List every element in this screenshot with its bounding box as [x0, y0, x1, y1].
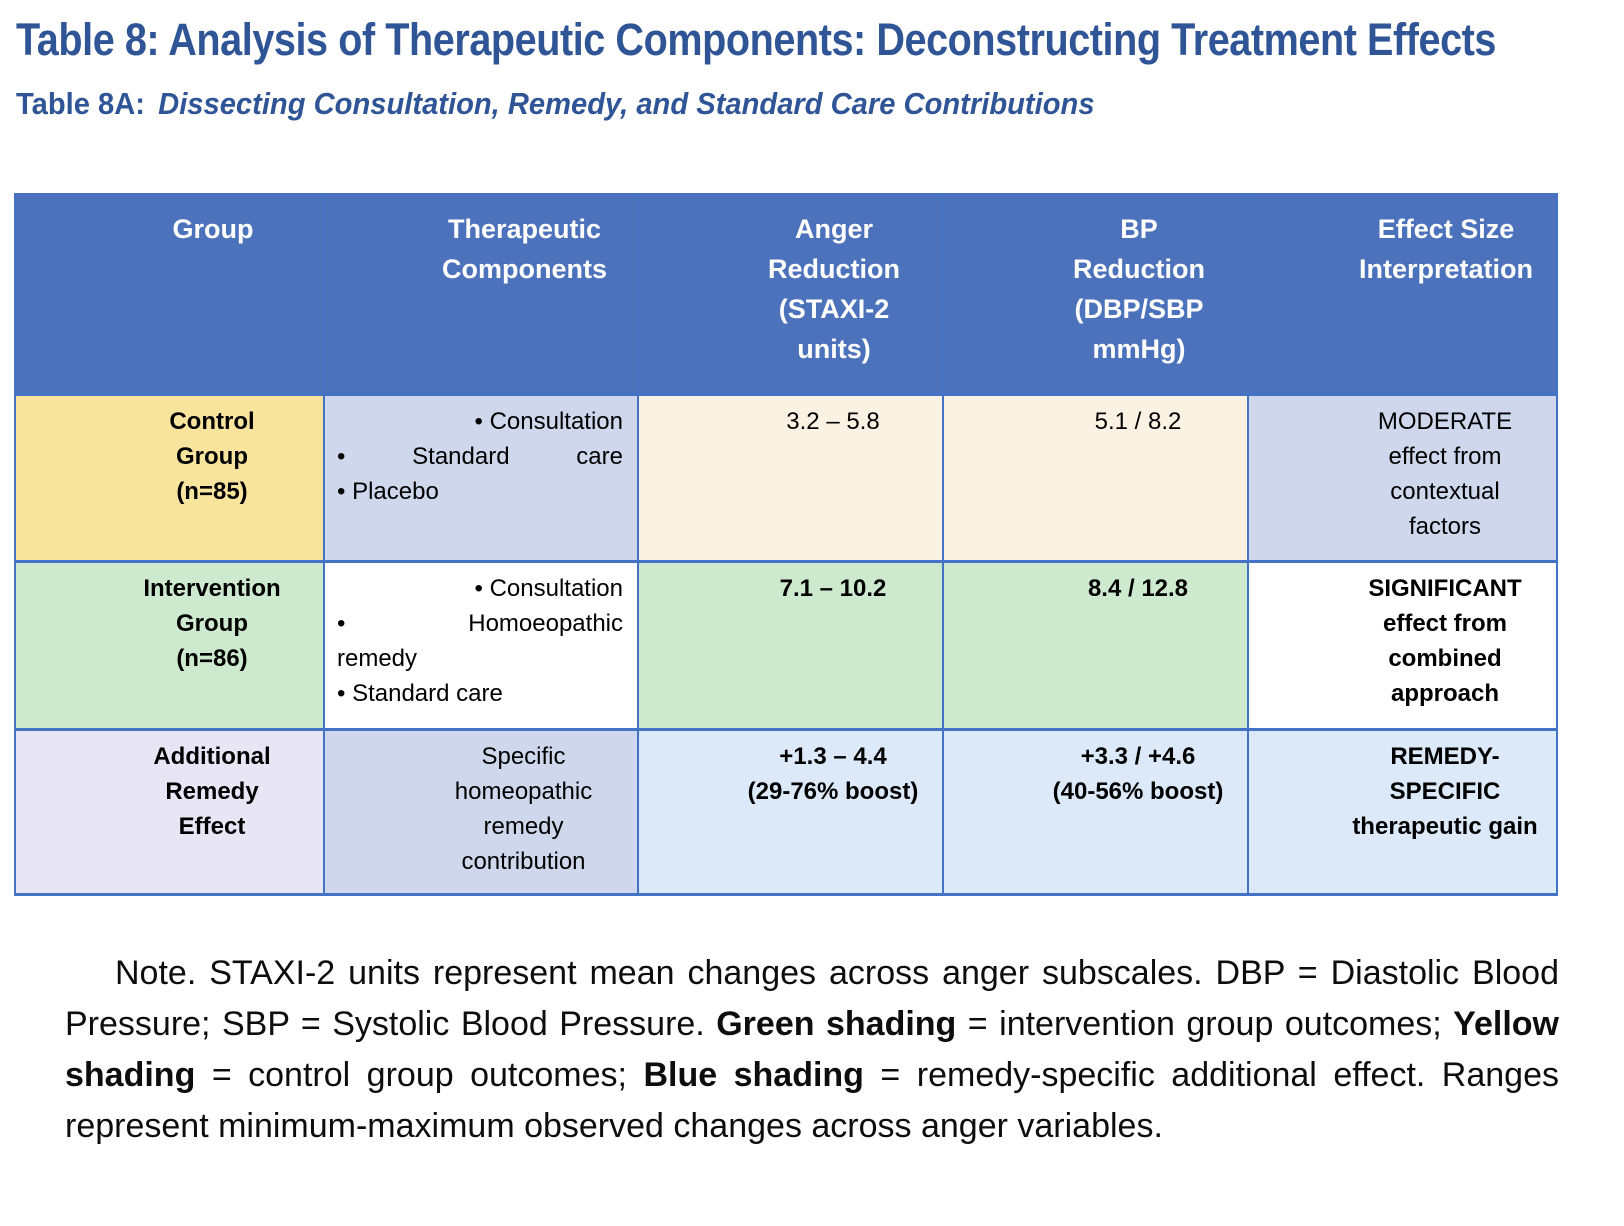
cell-intervention-anger-reduction: 7.1 – 10.2 [637, 559, 944, 731]
cell-remedy-bp-reduction: +3.3 / +4.6 (40-56% boost) [942, 727, 1249, 896]
note-segment: = control group outcomes; [195, 1056, 644, 1094]
note-segment: = remedy-specific additional effect. Ran… [65, 1056, 1559, 1145]
table-row-additional-remedy: Additional Remedy Effect Specific homeop… [14, 727, 1558, 896]
cell-intervention-effect-size: SIGNIFICANT effect from combined approac… [1247, 559, 1558, 731]
header-bp-reduction: BP Reduction (DBP/SBP mmHg) [942, 193, 1249, 395]
cell-intervention-group: Intervention Group (n=86) [14, 559, 325, 731]
cell-control-components: • Consultation • Standard care • Placebo [323, 392, 639, 563]
table-row-control: Control Group (n=85) • Consultation • St… [14, 392, 1558, 563]
cell-intervention-bp-reduction: 8.4 / 12.8 [942, 559, 1249, 731]
header-anger-reduction: Anger Reduction (STAXI-2 units) [637, 193, 944, 395]
table-note: Note. STAXI-2 units represent mean chang… [65, 948, 1559, 1152]
note-yellow-shading-label: Yellow shading [65, 1005, 1559, 1094]
note-segment: Note. STAXI-2 units represent mean chang… [65, 954, 1559, 1043]
page-title: Table 8: Analysis of Therapeutic Compone… [16, 14, 1496, 65]
cell-remedy-group: Additional Remedy Effect [14, 727, 325, 896]
header-group: Group [14, 193, 325, 395]
subtitle-label: Table 8A: [16, 86, 146, 121]
cell-remedy-components: Specific homeopathic remedy contribution [323, 727, 639, 896]
note-green-shading-label: Green shading [716, 1005, 957, 1043]
cell-control-anger-reduction: 3.2 – 5.8 [637, 392, 944, 563]
note-segment: = intervention group outcomes; [956, 1005, 1454, 1043]
header-therapeutic-components: Therapeutic Components [323, 193, 639, 395]
page-subtitle: Table 8A: Dissecting Consultation, Remedy… [16, 86, 1095, 122]
cell-remedy-effect-size: REMEDY- SPECIFIC therapeutic gain [1247, 727, 1558, 896]
table-row-intervention: Intervention Group (n=86) • Consultation… [14, 559, 1558, 731]
cell-intervention-components: • Consultation • Homoeopathic remedy • S… [323, 559, 639, 731]
subtitle-text: Dissecting Consultation, Remedy, and Sta… [158, 86, 1095, 121]
cell-control-effect-size: MODERATE effect from contextual factors [1247, 392, 1558, 563]
header-effect-size: Effect Size Interpretation [1247, 193, 1558, 395]
cell-control-bp-reduction: 5.1 / 8.2 [942, 392, 1249, 563]
therapeutic-components-table: Group Therapeutic Components Anger Reduc… [14, 193, 1558, 896]
cell-control-group: Control Group (n=85) [14, 392, 325, 563]
table-header-row: Group Therapeutic Components Anger Reduc… [14, 193, 1558, 395]
cell-remedy-anger-reduction: +1.3 – 4.4 (29-76% boost) [637, 727, 944, 896]
note-blue-shading-label: Blue shading [643, 1056, 864, 1094]
